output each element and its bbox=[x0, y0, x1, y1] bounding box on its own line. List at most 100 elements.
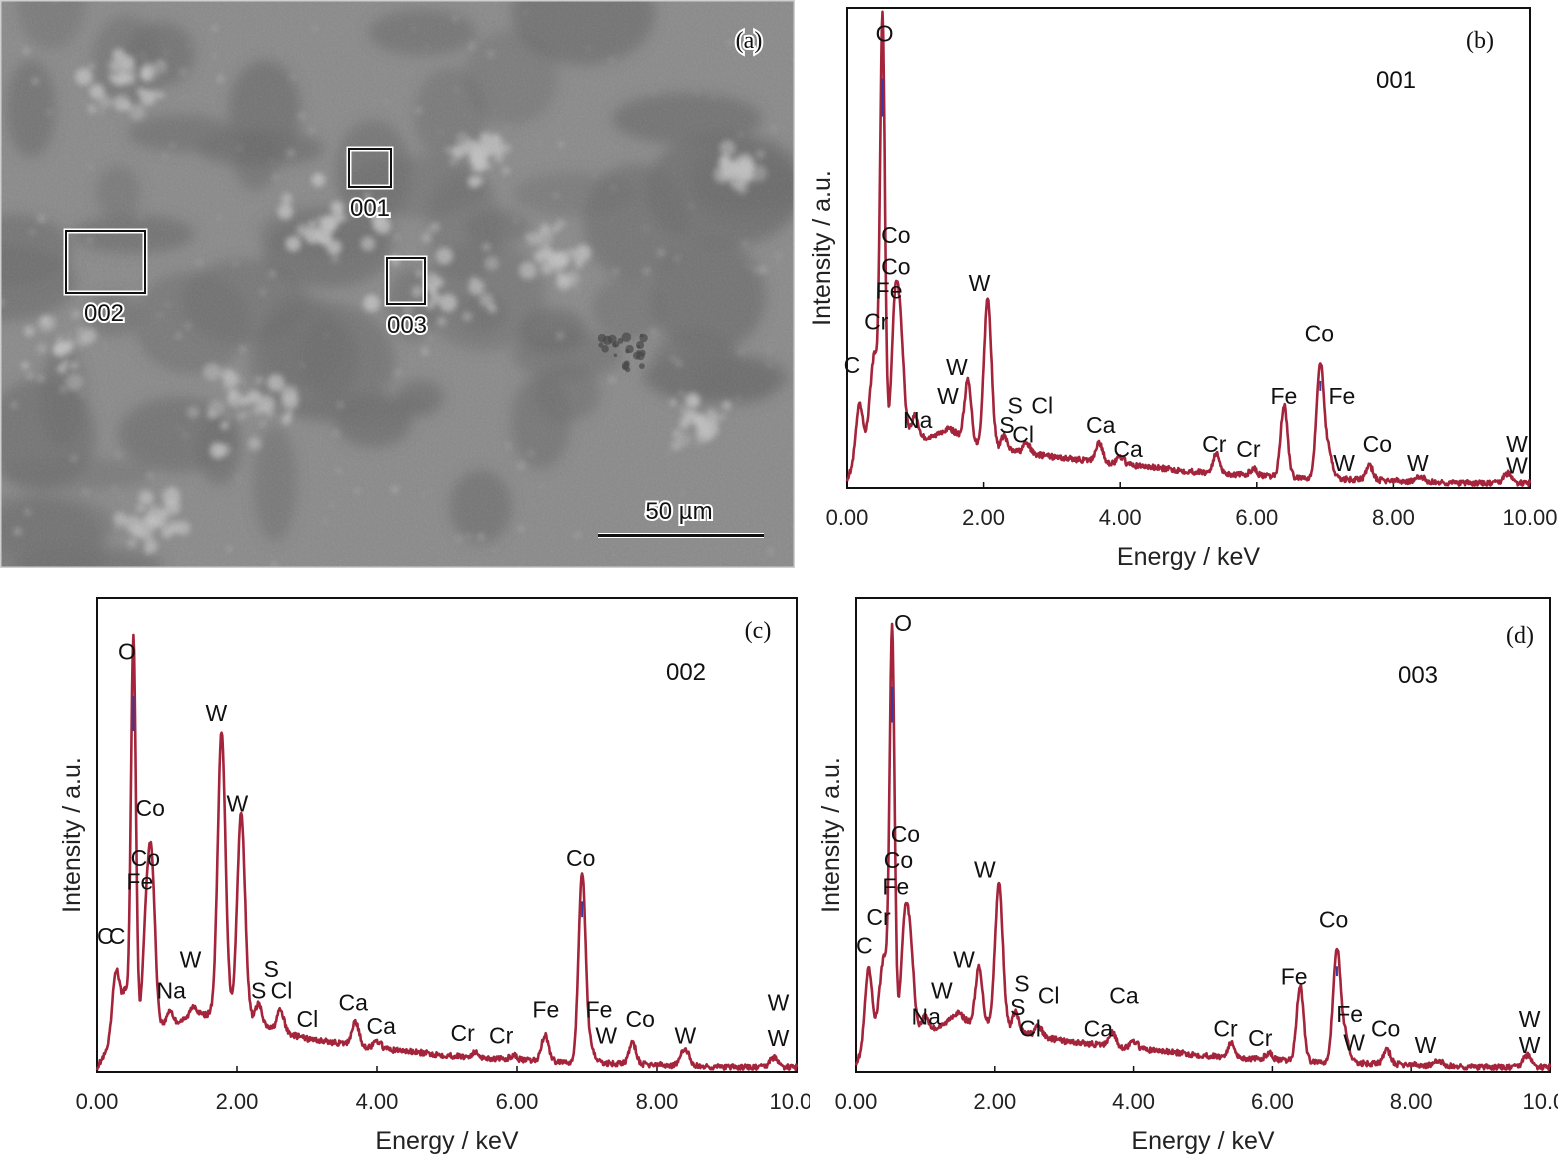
region-label-002: 002 bbox=[84, 300, 124, 327]
x-tick-label: 10.00 bbox=[1522, 1089, 1558, 1114]
peak-annotation: C bbox=[856, 933, 873, 959]
scale-bar bbox=[598, 533, 764, 538]
peak-annotation: W bbox=[227, 790, 249, 816]
x-tick-label: 8.00 bbox=[1390, 1089, 1433, 1114]
peak-annotation: Fe bbox=[1270, 383, 1297, 409]
peak-annotation: Cl bbox=[1012, 421, 1034, 447]
peak-annotation: Co bbox=[884, 847, 913, 873]
peak-annotation: Fe bbox=[532, 996, 559, 1022]
spectrum-chart-003: 0.002.004.006.008.0010.00OCoCoFeCrCWWWNa… bbox=[817, 597, 1558, 1155]
peak-annotation: W bbox=[931, 978, 953, 1004]
peak-annotation: Co bbox=[566, 845, 595, 871]
spectrum-panel-b: 0.00 2.00 4.00 6.00 8.00 10.00 O Co Co Fe Cr C W W W Na… bbox=[800, 0, 1558, 578]
peak-annotation: W bbox=[206, 700, 228, 726]
peak-annotation: W bbox=[1343, 1030, 1365, 1056]
peak-annotation: S bbox=[264, 956, 279, 982]
x-tick-label: 2.00 bbox=[973, 1089, 1016, 1114]
panel-label: (d) bbox=[1506, 623, 1534, 649]
peak-annotation: S bbox=[1010, 994, 1025, 1020]
peak-annotation: W bbox=[946, 354, 968, 380]
x-tick-label: 0.00 bbox=[835, 1089, 878, 1114]
peak-annotation: Co bbox=[1305, 321, 1334, 347]
peak-annotation: S bbox=[999, 412, 1014, 438]
peak-annotation: C bbox=[844, 352, 861, 378]
peak-annotation: Co bbox=[131, 845, 160, 871]
scale-bar-label: 50 µm bbox=[645, 498, 712, 525]
plot-frame bbox=[96, 597, 798, 1073]
x-axis-label: Energy / keV bbox=[1131, 1127, 1274, 1155]
peak-annotation: Ca bbox=[1086, 412, 1116, 438]
peak-annotation: W bbox=[768, 989, 790, 1015]
peak-annotation: Fe bbox=[882, 873, 909, 899]
peak-annotation: W bbox=[974, 857, 996, 883]
peak-annotation: Cr bbox=[1248, 1025, 1273, 1051]
sample-id: 003 bbox=[1398, 662, 1438, 689]
peak-annotation: Cr bbox=[451, 1020, 476, 1046]
panel-label-a: (a) bbox=[736, 28, 763, 54]
peak-annotation: Ca bbox=[367, 1013, 397, 1039]
peak-annotation: W bbox=[1519, 1006, 1541, 1032]
peak-annotation: Co bbox=[1363, 431, 1392, 457]
x-axis-label: Energy / keV bbox=[375, 1127, 518, 1155]
peak-annotation: W bbox=[675, 1023, 697, 1049]
peak-annotation: Cr bbox=[866, 904, 891, 930]
peak-annotation: C bbox=[109, 923, 126, 949]
peak-annotation: W bbox=[937, 383, 959, 409]
peak-annotation: Na bbox=[912, 1004, 942, 1030]
peak-annotation: Cl bbox=[297, 1006, 319, 1032]
y-axis-label: Intensity / a.u. bbox=[817, 757, 845, 913]
x-tick-label: 10.00 bbox=[769, 1089, 810, 1114]
plot-frame bbox=[846, 7, 1531, 489]
plot-frame bbox=[855, 597, 1551, 1073]
peak-annotation: Cr bbox=[1202, 431, 1227, 457]
spectrum-line bbox=[95, 633, 799, 1071]
peak-annotation: O bbox=[894, 610, 912, 636]
peak-annotation: Co bbox=[626, 1006, 655, 1032]
peak-annotation: W bbox=[969, 270, 991, 296]
peak-annotation: Ca bbox=[1109, 982, 1139, 1008]
x-tick-label: 4.00 bbox=[356, 1089, 399, 1114]
peak-annotation: W bbox=[595, 1023, 617, 1049]
x-tick-label: 2.00 bbox=[216, 1089, 259, 1114]
region-box-001 bbox=[346, 146, 394, 190]
x-tick-label: 10.00 bbox=[1502, 505, 1557, 530]
x-tick-label: 0.00 bbox=[76, 1089, 119, 1114]
x-tick-label: 6.00 bbox=[496, 1089, 539, 1114]
y-axis-label: Intensity / a.u. bbox=[58, 757, 86, 913]
peak-annotation: Ca bbox=[1113, 436, 1143, 462]
peak-annotation: Cl bbox=[1038, 982, 1060, 1008]
spectrum-line bbox=[854, 622, 1552, 1071]
peak-annotation: S bbox=[251, 978, 266, 1004]
peak-annotation: W bbox=[953, 947, 975, 973]
peak-annotation: Na bbox=[903, 407, 933, 433]
peak-annotation: Cl bbox=[1031, 393, 1053, 419]
peak-annotation: Co bbox=[1371, 1015, 1400, 1041]
peak-annotation: O bbox=[118, 639, 136, 665]
peak-annotation: Cr bbox=[864, 309, 889, 335]
peak-annotation: Fe bbox=[126, 869, 153, 895]
peak-annotation: Cr bbox=[489, 1023, 514, 1049]
peak-annotation: Ca bbox=[339, 989, 369, 1015]
x-axis-label: Energy / keV bbox=[1117, 543, 1260, 571]
peak-annotation: W bbox=[1407, 450, 1429, 476]
x-tick-label: 0.00 bbox=[826, 505, 869, 530]
peak-annotation: Co bbox=[881, 253, 910, 279]
peak-annotation: Cr bbox=[1213, 1015, 1238, 1041]
sem-image: 001 002 003 (a) 50 µm bbox=[0, 0, 824, 603]
peak-annotation: S bbox=[1008, 393, 1023, 419]
peak-annotation: W bbox=[1333, 450, 1355, 476]
peak-annotation: S bbox=[1014, 970, 1029, 996]
x-tick-label: 8.00 bbox=[636, 1089, 679, 1114]
spectrum-chart-002: 0.002.004.006.008.0010.00OCoCoFeCCWWWNaS… bbox=[58, 597, 825, 1155]
peak-annotation: Cr bbox=[1236, 436, 1261, 462]
peak-annotation: Cl bbox=[271, 978, 293, 1004]
peak-annotation: Fe bbox=[1329, 383, 1356, 409]
peak-annotation: C bbox=[97, 923, 114, 949]
panel-label: (b) bbox=[1466, 28, 1494, 54]
peak-annotation: W bbox=[1506, 431, 1528, 457]
peak-annotation: O bbox=[876, 21, 894, 47]
spectrum-chart-001: 0.00 2.00 4.00 6.00 8.00 10.00OCoCoFeCrCWWWNa… bbox=[808, 7, 1558, 571]
x-tick-label: 6.00 bbox=[1251, 1089, 1294, 1114]
panel-label: (c) bbox=[745, 618, 772, 644]
peak-annotation: Na bbox=[157, 978, 187, 1004]
